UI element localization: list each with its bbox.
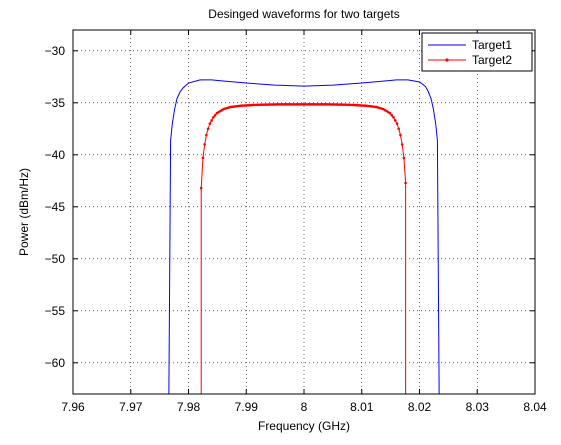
series-point-target2	[213, 113, 217, 117]
x-tick-label: 8.03	[466, 400, 490, 414]
legend-box	[421, 32, 533, 72]
series-point-target2	[201, 156, 205, 160]
series-point-target2	[206, 127, 210, 131]
series-point-target2	[400, 143, 404, 146]
series-point-target2	[393, 119, 397, 122]
series-point-target2	[392, 116, 395, 119]
y-tick-label: −50	[45, 252, 66, 266]
series-point-target2	[404, 181, 407, 185]
x-tick-label: 7.97	[119, 400, 143, 414]
y-tick-label: −35	[45, 96, 66, 110]
legend-label: Target1	[472, 38, 512, 52]
series-point-target2	[205, 133, 208, 137]
grid	[73, 30, 535, 394]
legend-marker	[445, 58, 449, 62]
x-tick-label: 8.01	[350, 400, 374, 414]
y-axis-label: Power (dBm/Hz)	[17, 168, 31, 256]
x-tick-label: 7.99	[235, 400, 259, 414]
series-point-target2	[402, 156, 406, 160]
series-point-target2	[199, 186, 203, 190]
x-tick-label: 8.04	[523, 400, 547, 414]
series-point-target2	[212, 116, 215, 119]
series-line-target2	[200, 103, 407, 394]
x-tick-label: 8	[301, 400, 308, 414]
chart-title: Desinged waveforms for two targets	[208, 7, 399, 21]
y-tick-label: −60	[45, 356, 66, 370]
series-point-target2	[399, 133, 402, 137]
series-point-target2	[203, 143, 206, 146]
legend-label: Target2	[472, 53, 512, 67]
x-tick-label: 8.02	[408, 400, 432, 414]
axis-ticks	[72, 30, 536, 394]
y-tick-label: −40	[45, 148, 66, 162]
series-point-target2	[395, 122, 399, 125]
x-tick-label: 7.96	[61, 400, 85, 414]
x-tick-label: 7.98	[177, 400, 201, 414]
series-point-target2	[390, 113, 394, 117]
series-point-target2	[388, 111, 392, 115]
y-tick-label: −30	[45, 44, 66, 58]
series-line-target1	[168, 79, 440, 395]
series-point-target2	[208, 122, 212, 125]
tick-labels: 7.96 7.97 7.98 7.99 8 8.01 8.02 8.03 8.04 −60 −55 −…	[45, 44, 547, 414]
plot-series	[168, 79, 440, 395]
axes-box	[72, 29, 536, 395]
series-point-target2	[397, 127, 401, 131]
y-tick-label: −55	[45, 304, 66, 318]
y-tick-label: −45	[45, 200, 66, 214]
series-point-target2	[210, 119, 213, 122]
x-axis-label: Frequency (GHz)	[258, 419, 350, 433]
